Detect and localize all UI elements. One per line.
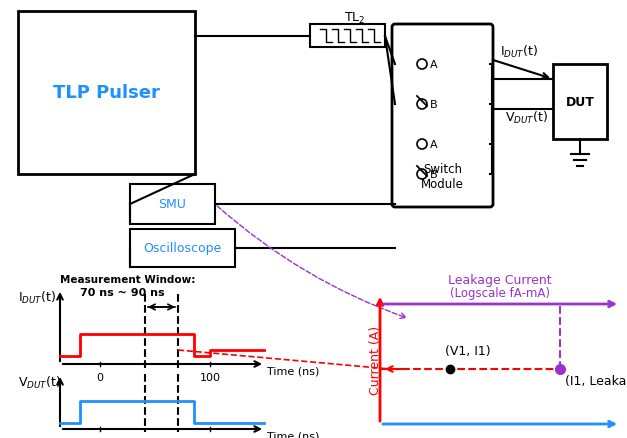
Text: 0: 0 bbox=[97, 437, 103, 438]
Bar bbox=[553, 65, 607, 140]
Text: B: B bbox=[430, 170, 438, 180]
Text: Current (A): Current (A) bbox=[369, 325, 381, 394]
Bar bbox=[130, 230, 235, 267]
Text: (Logscale fA-mA): (Logscale fA-mA) bbox=[450, 286, 550, 299]
Text: V$_{DUT}$(t): V$_{DUT}$(t) bbox=[505, 110, 548, 126]
Text: Time (ns): Time (ns) bbox=[267, 366, 319, 376]
Text: A: A bbox=[430, 60, 438, 70]
FancyBboxPatch shape bbox=[392, 25, 493, 208]
Text: 100: 100 bbox=[199, 372, 221, 382]
Text: A: A bbox=[430, 140, 438, 150]
Text: B: B bbox=[430, 100, 438, 110]
Text: Measurement Window:: Measurement Window: bbox=[60, 274, 196, 284]
Text: SMU: SMU bbox=[159, 198, 186, 211]
Text: Leakage Current: Leakage Current bbox=[448, 273, 552, 286]
Text: 0: 0 bbox=[97, 372, 103, 382]
Text: V$_{DUT}$(t): V$_{DUT}$(t) bbox=[18, 374, 61, 390]
Text: (I1, Leakage1): (I1, Leakage1) bbox=[565, 374, 627, 387]
Text: I$_{DUT}$(t): I$_{DUT}$(t) bbox=[18, 290, 56, 305]
Text: DUT: DUT bbox=[566, 96, 594, 109]
Text: Oscilloscope: Oscilloscope bbox=[144, 242, 221, 255]
Text: TLP Pulser: TLP Pulser bbox=[53, 84, 160, 102]
Text: TL$_2$: TL$_2$ bbox=[344, 11, 366, 25]
Bar bbox=[310, 25, 385, 48]
Text: (V1, I1): (V1, I1) bbox=[445, 344, 490, 357]
Bar bbox=[130, 184, 215, 225]
Text: I$_{DUT}$(t): I$_{DUT}$(t) bbox=[500, 44, 538, 60]
Text: 100: 100 bbox=[199, 437, 221, 438]
Text: 70 ns ~ 90 ns: 70 ns ~ 90 ns bbox=[80, 287, 165, 297]
Text: Time (ns): Time (ns) bbox=[267, 431, 319, 438]
Bar bbox=[18, 12, 195, 175]
Text: Switch
Module: Switch Module bbox=[421, 162, 464, 191]
